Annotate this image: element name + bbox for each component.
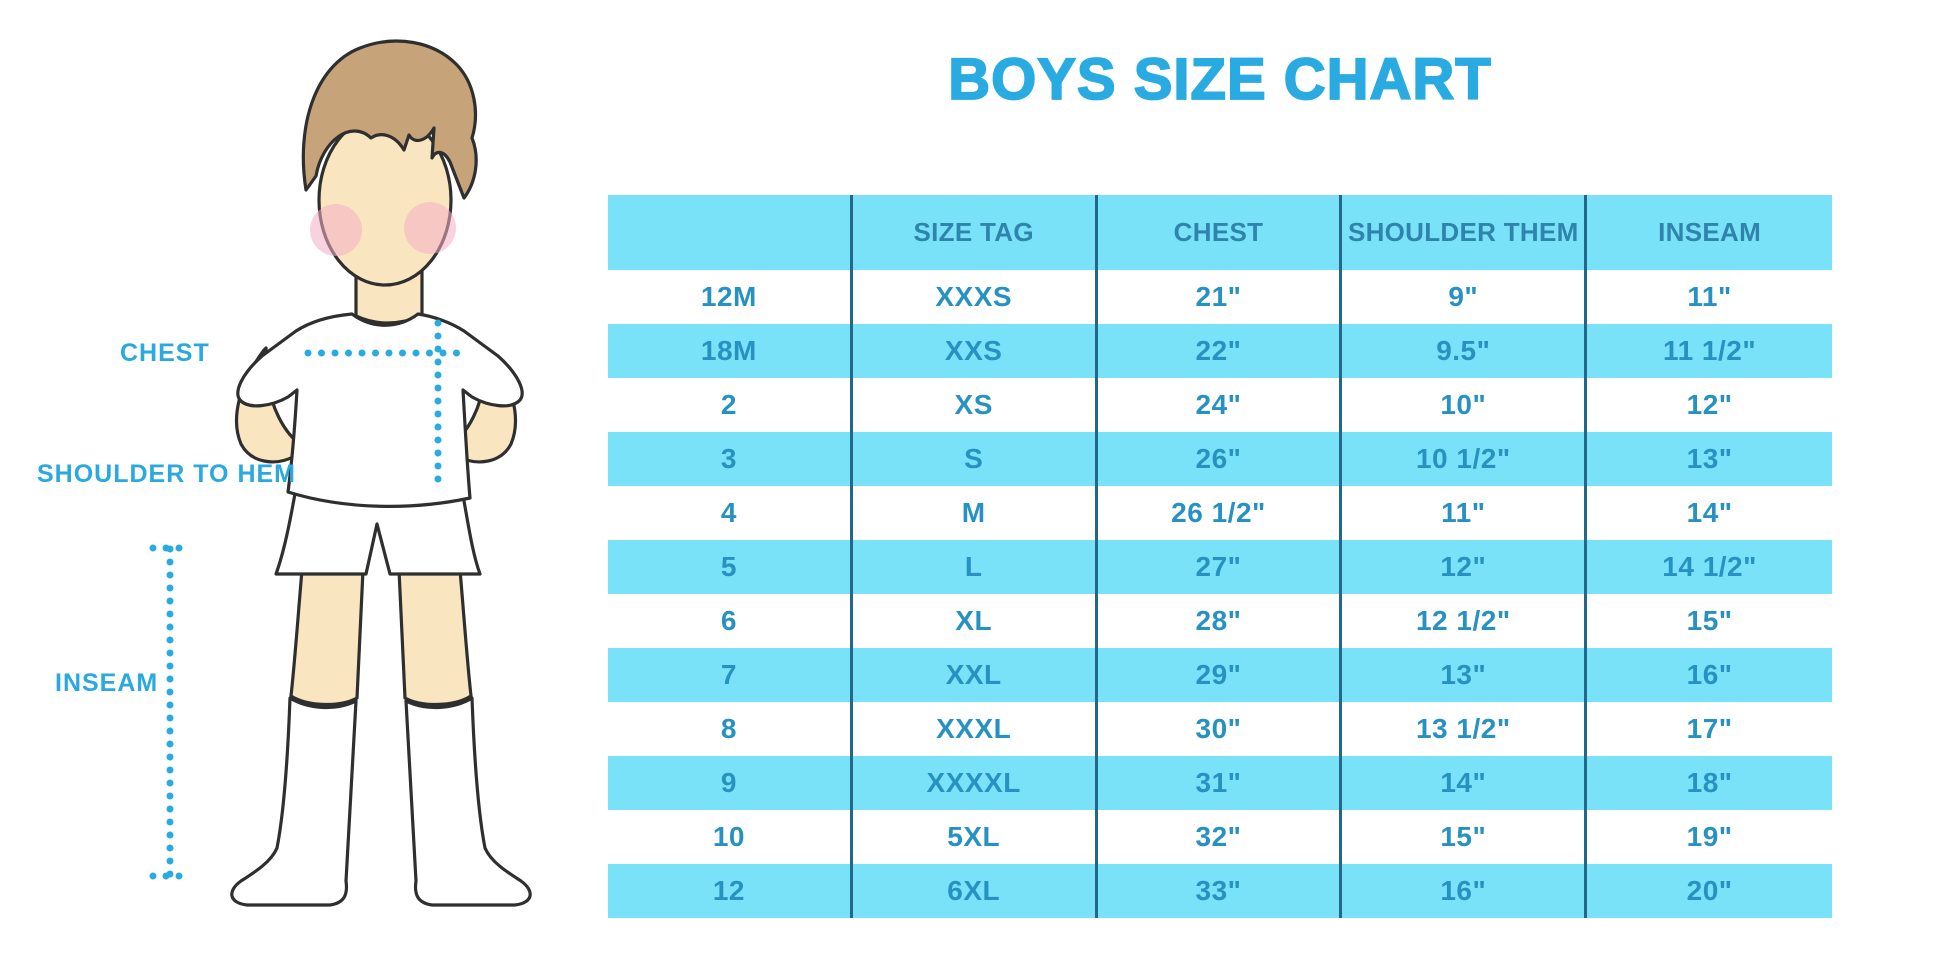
table-cell: 27" [1098, 540, 1343, 594]
table-cell: XXL [853, 648, 1098, 702]
table-cell: 10 1/2" [1342, 432, 1588, 486]
table-cell: 11" [1342, 486, 1588, 540]
table-row: 6 XL 28" 12 1/2" 15" [608, 594, 1832, 648]
table-cell: L [853, 540, 1098, 594]
table-cell: 30" [1098, 702, 1343, 756]
boy-illustration: CHEST SHOULDER TO HEM INSEAM [0, 0, 560, 973]
table-row: 3 S 26" 10 1/2" 13" [608, 432, 1832, 486]
table-cell: 33" [1098, 864, 1343, 918]
table-cell: 15" [1686, 605, 1733, 636]
table-cell: XXXS [853, 270, 1098, 324]
table-cell: 6XL [853, 864, 1098, 918]
table-cell: 9.5" [1342, 324, 1588, 378]
table-cell: 4 [608, 486, 853, 540]
column-header [608, 195, 853, 270]
table-row: 12 6XL 33" 16" 20" [608, 864, 1832, 918]
column-header: INSEAM [1658, 217, 1762, 247]
boy-sock-right [404, 696, 532, 907]
table-cell: 14" [1342, 756, 1588, 810]
table-cell: 6 [608, 594, 853, 648]
table-cell: 3 [608, 432, 853, 486]
table-cell: 5XL [853, 810, 1098, 864]
boy-blush-left [310, 204, 362, 256]
table-row: 9 XXXXL 31" 14" 18" [608, 756, 1832, 810]
table-cell: 19" [1686, 821, 1733, 852]
table-row: 12M XXXS 21" 9" 11" [608, 270, 1832, 324]
boy-leg-left [289, 568, 365, 707]
table-row: 7 XXL 29" 13" 16" [608, 648, 1832, 702]
table-header-row: SIZE TAG CHEST SHOULDER THEM INSEAM [608, 195, 1832, 270]
table-cell: XS [853, 378, 1098, 432]
table-cell: 29" [1098, 648, 1343, 702]
boy-face [317, 113, 453, 287]
table-cell: 5 [608, 540, 853, 594]
page-title: BOYS SIZE CHART [947, 46, 1492, 113]
table-cell: 18" [1686, 767, 1733, 798]
table-cell: 12" [1686, 389, 1733, 420]
table-cell: 13" [1342, 648, 1588, 702]
shoulder-to-hem-label: SHOULDER TO HEM [37, 460, 296, 488]
table-cell: 2 [608, 378, 853, 432]
table-cell: 32" [1098, 810, 1343, 864]
table-cell: 22" [1098, 324, 1343, 378]
table-cell: 8 [608, 702, 853, 756]
table-cell: 16" [1342, 864, 1588, 918]
table-cell: XXXXL [853, 756, 1098, 810]
inseam-label: INSEAM [55, 669, 159, 697]
table-cell: 9 [608, 756, 853, 810]
table-cell: 21" [1098, 270, 1343, 324]
table-row: 18M XXS 22" 9.5" 11 1/2" [608, 324, 1832, 378]
table-cell: 7 [608, 648, 853, 702]
boy-blush-right [404, 202, 456, 254]
table-cell: 16" [1686, 659, 1733, 690]
table-cell: 17" [1686, 713, 1733, 744]
table-cell: 18M [608, 324, 853, 378]
column-header: CHEST [1098, 195, 1343, 270]
table-cell: 12 [608, 864, 853, 918]
size-chart-table: SIZE TAG CHEST SHOULDER THEM INSEAM 12M XXXS 2… [608, 195, 1832, 918]
table-row: 4 M 26 1/2" 11" 14" [608, 486, 1832, 540]
column-header: SHOULDER THEM [1342, 195, 1588, 270]
table-cell: 11 1/2" [1663, 335, 1757, 366]
table-cell: 26 1/2" [1098, 486, 1343, 540]
table-cell: S [853, 432, 1098, 486]
table-cell: 24" [1098, 378, 1343, 432]
table-cell: XL [853, 594, 1098, 648]
table-cell: 31" [1098, 756, 1343, 810]
column-header: SIZE TAG [853, 195, 1098, 270]
table-cell: 26" [1098, 432, 1343, 486]
table-row: 2 XS 24" 10" 12" [608, 378, 1832, 432]
table-cell: 15" [1342, 810, 1588, 864]
table-cell: 13 1/2" [1342, 702, 1588, 756]
table-cell: XXS [853, 324, 1098, 378]
table-cell: 12" [1342, 540, 1588, 594]
table-row: 10 5XL 32" 15" 19" [608, 810, 1832, 864]
table-cell: 14 1/2" [1662, 551, 1757, 582]
table-cell: 12M [608, 270, 853, 324]
boy-sock-left [230, 696, 358, 907]
boy-figure-svg [149, 39, 532, 907]
boy-hair [301, 39, 478, 200]
table-cell: M [853, 486, 1098, 540]
table-row: 5 L 27" 12" 14 1/2" [608, 540, 1832, 594]
table-cell: 13" [1686, 443, 1733, 474]
table-cell: 9" [1342, 270, 1588, 324]
table-cell: 10" [1342, 378, 1588, 432]
table-cell: 10 [608, 810, 853, 864]
table-cell: 11" [1687, 281, 1732, 312]
boy-leg-right [397, 568, 473, 707]
table-cell: 12 1/2" [1342, 594, 1588, 648]
table-cell: 20" [1686, 875, 1733, 906]
table-cell: 14" [1686, 497, 1733, 528]
table-cell: 28" [1098, 594, 1343, 648]
chest-label: CHEST [120, 339, 210, 367]
table-cell: XXXL [853, 702, 1098, 756]
boy-tshirt [236, 312, 524, 508]
table-row: 8 XXXL 30" 13 1/2" 17" [608, 702, 1832, 756]
